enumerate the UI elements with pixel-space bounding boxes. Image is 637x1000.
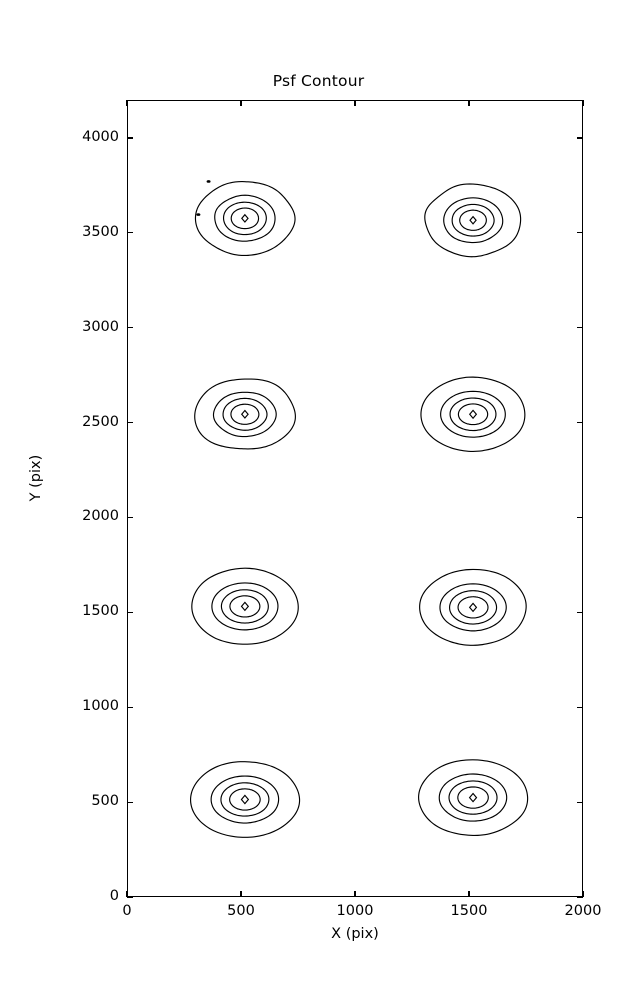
psf-contour-source: [195, 379, 296, 449]
x-tick-label: 0: [122, 903, 132, 919]
y-tick-label: 1000: [82, 698, 119, 715]
x-tick-label: 2000: [564, 903, 602, 919]
contour-line: [470, 217, 476, 224]
y-tick-mark: [127, 137, 133, 139]
contour-line: [452, 204, 494, 236]
psf-contour-source: [191, 762, 300, 838]
contour-line: [211, 776, 278, 823]
y-tick-mark: [127, 516, 133, 519]
y-tick-mark: [127, 801, 133, 803]
y-tick-label: 3500: [82, 223, 119, 240]
contour-line: [440, 584, 506, 631]
y-tick-label: 0: [109, 888, 119, 904]
contour-line: [231, 404, 259, 424]
x-tick-mark: [468, 100, 470, 106]
contour-line: [223, 398, 267, 430]
contour-line: [215, 195, 275, 241]
contour-line: [458, 597, 488, 618]
page-title: Psf Contour: [272, 72, 365, 90]
x-axis-label: X (pix): [331, 926, 379, 942]
contour-line: [439, 774, 506, 821]
contour-line: [221, 783, 269, 816]
contour-speck: [206, 180, 211, 183]
contour-line: [213, 392, 276, 436]
contour-line: [231, 208, 258, 229]
contour-plot: [128, 180, 582, 896]
y-tick-mark: [577, 137, 583, 139]
psf-contour-source: [419, 760, 528, 836]
x-tick-label: 1500: [450, 903, 488, 919]
contour-line: [241, 795, 248, 803]
y-tick-mark: [577, 327, 583, 329]
contour-line: [449, 781, 497, 814]
contour-line: [195, 379, 296, 449]
y-axis-label: Y (pix): [28, 454, 44, 502]
contour-line: [458, 787, 488, 808]
y-tick-label: 1500: [82, 603, 119, 620]
contour-line: [242, 215, 248, 222]
y-tick-mark: [127, 896, 133, 898]
x-tick-mark: [126, 100, 128, 106]
contour-line: [242, 411, 248, 419]
y-tick-mark: [127, 706, 133, 708]
x-tick-mark: [354, 100, 356, 106]
y-tick-mark: [127, 611, 133, 613]
x-tick-mark: [582, 891, 584, 897]
contour-line: [470, 603, 477, 611]
contour-line: [458, 404, 487, 425]
contour-line: [230, 596, 260, 617]
contour-line: [224, 202, 267, 234]
x-tick-mark: [126, 891, 128, 897]
x-tick-mark: [468, 891, 470, 897]
contour-line: [421, 377, 525, 451]
y-tick-mark: [127, 232, 133, 234]
x-tick-mark: [240, 891, 242, 897]
y-tick-mark: [577, 896, 583, 898]
y-tick-mark: [577, 706, 583, 708]
contour-line: [470, 410, 477, 418]
x-tick-mark: [582, 100, 584, 106]
contour-line: [221, 590, 268, 623]
contour-line: [230, 789, 261, 810]
psf-contour-source: [195, 180, 295, 255]
y-tick-label: 500: [91, 793, 119, 810]
psf-contour-source: [421, 377, 525, 451]
contour-line: [242, 602, 249, 610]
x-tick-mark: [240, 100, 242, 106]
y-tick-label: 4000: [82, 128, 119, 145]
contour-line: [195, 182, 295, 256]
contour-line: [425, 184, 521, 257]
contour-line: [441, 391, 506, 437]
y-tick-mark: [577, 801, 583, 803]
y-tick-mark: [577, 516, 583, 519]
x-tick-mark: [354, 891, 356, 897]
y-tick-mark: [577, 421, 583, 424]
contour-line: [419, 760, 528, 836]
contour-line: [444, 198, 503, 243]
x-tick-label: 1000: [336, 903, 374, 919]
contour-line: [460, 210, 487, 230]
contour-line: [191, 762, 300, 838]
psf-contour-source: [420, 569, 527, 645]
contour-speck: [196, 213, 201, 216]
contour-line: [192, 568, 298, 644]
contour-line: [450, 591, 497, 624]
y-tick-mark: [127, 327, 133, 329]
contour-line: [450, 398, 496, 430]
contour-line: [470, 793, 477, 801]
x-tick-label: 500: [227, 903, 255, 919]
y-tick-label: 2000: [82, 508, 119, 525]
y-tick-mark: [577, 611, 583, 613]
y-tick-mark: [577, 232, 583, 234]
psf-contour-source: [192, 568, 298, 644]
y-tick-mark: [127, 421, 133, 424]
contour-line: [212, 583, 278, 630]
y-tick-label: 2500: [82, 413, 119, 430]
contour-line: [420, 569, 527, 645]
psf-contour-source: [425, 184, 521, 257]
plot-axes-frame: [127, 100, 583, 897]
y-tick-label: 3000: [82, 318, 119, 335]
